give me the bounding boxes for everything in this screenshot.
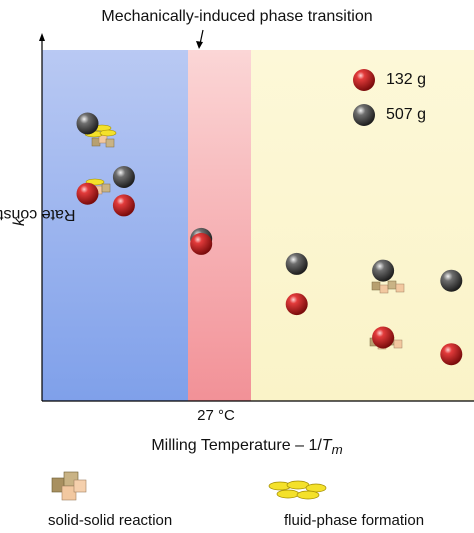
data-point-132g-4 [372,326,395,349]
region-solid [42,50,188,401]
data-point-507g-4 [372,259,395,282]
x-tick-label: 27 °C [197,407,235,424]
transition-arrowhead [196,41,203,49]
data-point-132g-2 [190,232,213,255]
y-axis-arrow [39,33,45,41]
points-layer [76,112,463,366]
x-axis-label-var: T [321,437,332,454]
fluid-phase-formation-icon [268,480,327,500]
region-transition [188,50,251,401]
solid-solid-reaction-icon [51,471,87,501]
x-axis-label: Milling Temperature – 1/Tm [0,437,474,457]
data-point-132g-5 [440,343,463,366]
data-point-507g-3 [285,252,308,275]
data-point-507g-1 [112,166,135,188]
chart-title: Mechanically-induced phase transition [101,8,373,25]
data-point-132g-1 [112,194,135,217]
solid-product-glyph [91,134,115,148]
legend-label-132g: 132 g [386,71,427,88]
data-point-132g-0 [76,182,99,205]
legend-label-507g: 507 g [386,106,427,123]
fluid-phase-formation-label: fluid-phase formation [284,512,425,529]
solid-solid-reaction-label: solid-solid reaction [48,512,173,529]
x-axis-label-sub: m [331,442,343,458]
legend-marker-507g [353,104,375,126]
data-point-507g-0 [76,112,99,135]
data-point-507g-5 [440,269,463,292]
x-axis-label-text: Milling Temperature – 1/ [151,437,322,454]
data-point-132g-3 [285,293,308,316]
region-fluid [251,50,474,401]
legend-marker-132g [353,69,375,91]
y-axis-label-text: Rate constant – ln [0,206,76,223]
solid-product-glyph [371,280,405,294]
